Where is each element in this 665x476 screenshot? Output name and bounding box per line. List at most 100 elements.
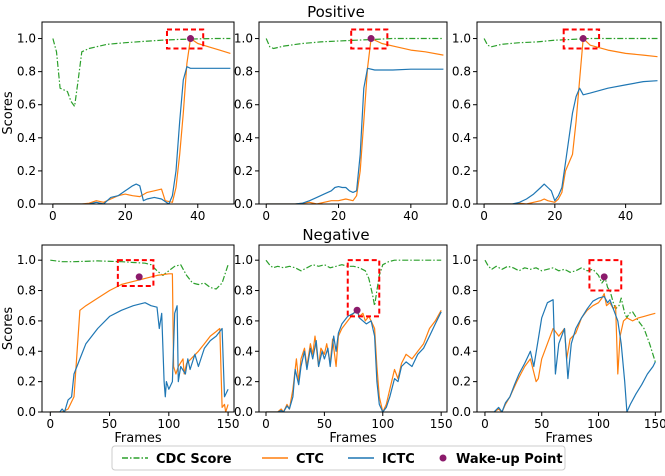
series-group bbox=[483, 37, 658, 204]
x-tick-label: 100 bbox=[157, 417, 180, 431]
x-tick-label: 0 bbox=[481, 417, 489, 431]
series-ctc-line bbox=[484, 37, 658, 204]
x-tick-label: 0 bbox=[49, 209, 57, 223]
y-tick-label: 0.2 bbox=[452, 375, 471, 389]
y-tick-label: 0.6 bbox=[17, 98, 36, 112]
row-title-negative: Negative bbox=[302, 226, 369, 244]
series-group bbox=[50, 259, 229, 412]
x-tick-label: 20 bbox=[118, 209, 133, 223]
x-tick-label: 150 bbox=[217, 417, 240, 431]
y-tick-label: 0.8 bbox=[452, 65, 471, 79]
x-tick-label: 0 bbox=[46, 417, 54, 431]
series-ictc-line bbox=[50, 302, 229, 412]
y-tick-label: 0.2 bbox=[234, 375, 253, 389]
series-ictc-line bbox=[266, 309, 442, 412]
y-tick-label: 0.6 bbox=[452, 314, 471, 328]
y-axis-label: Scores bbox=[1, 91, 16, 134]
x-tick-label: 150 bbox=[430, 417, 453, 431]
subplot-6: 0 50 100 150 0.0 0.2 0.4 0.6 0.8 1.0 Frames bbox=[452, 244, 665, 446]
wake-up-point-marker bbox=[135, 273, 143, 281]
x-tick-label: 40 bbox=[403, 209, 418, 223]
y-tick-label: 0.6 bbox=[452, 98, 471, 112]
y-tick-label: 0.0 bbox=[234, 405, 253, 419]
series-ctc-line bbox=[50, 273, 229, 412]
subplot-3: 0 20 40 0.0 0.2 0.4 0.6 0.8 1.0 bbox=[452, 21, 662, 223]
x-axis-label: Frames bbox=[545, 431, 593, 446]
y-tick-label: 1.0 bbox=[234, 253, 253, 267]
x-axis-label: Frames bbox=[329, 431, 377, 446]
y-tick-label: 1.0 bbox=[234, 32, 253, 46]
y-tick-label: 0.4 bbox=[17, 344, 36, 358]
x-tick-label: 40 bbox=[618, 209, 633, 223]
subplot-5: 0 50 100 150 0.0 0.2 0.4 0.6 0.8 1.0 Frames bbox=[234, 244, 453, 446]
x-tick-label: 50 bbox=[102, 417, 117, 431]
wake-up-point-marker bbox=[367, 35, 375, 43]
series-cdc-line bbox=[265, 37, 444, 50]
x-tick-label: 40 bbox=[190, 209, 205, 223]
y-tick-label: 0.6 bbox=[234, 314, 253, 328]
highlight-box bbox=[350, 28, 389, 50]
series-group bbox=[265, 259, 442, 412]
x-tick-label: 20 bbox=[547, 209, 562, 223]
x-tick-label: 150 bbox=[644, 417, 665, 431]
highlight-box bbox=[346, 259, 381, 318]
series-group bbox=[484, 259, 656, 412]
x-tick-label: 100 bbox=[587, 417, 610, 431]
series-group bbox=[265, 37, 444, 204]
y-tick-label: 0.0 bbox=[17, 405, 36, 419]
legend-frame bbox=[111, 445, 566, 471]
series-ictc-line bbox=[52, 66, 231, 204]
y-tick-label: 0.4 bbox=[17, 131, 36, 145]
series-cdc-line bbox=[50, 259, 229, 290]
y-tick-label: 0.4 bbox=[234, 344, 253, 358]
series-cdc-line bbox=[484, 259, 656, 363]
x-tick-label: 50 bbox=[534, 417, 549, 431]
highlight-box bbox=[116, 259, 155, 287]
series-cdc-line bbox=[483, 37, 658, 48]
x-tick-label: 0 bbox=[480, 209, 488, 223]
legend-swatch-wake bbox=[439, 454, 447, 462]
highlight-box bbox=[165, 28, 205, 50]
series-ctc-line bbox=[52, 37, 231, 204]
y-tick-label: 0.8 bbox=[234, 284, 253, 298]
y-tick-label: 0.2 bbox=[234, 164, 253, 178]
series-ictc-line bbox=[266, 67, 444, 204]
y-tick-label: 0.8 bbox=[17, 284, 36, 298]
y-tick-label: 0.2 bbox=[452, 164, 471, 178]
axes-frame bbox=[258, 21, 448, 205]
axes-frame bbox=[41, 21, 235, 205]
subplot-4: 0 50 100 150 0.0 0.2 0.4 0.6 0.8 1.0 Scores Frames bbox=[1, 244, 240, 446]
y-tick-label: 0.6 bbox=[17, 314, 36, 328]
y-tick-label: 1.0 bbox=[17, 253, 36, 267]
axes-frame bbox=[476, 21, 662, 205]
x-tick-label: 100 bbox=[371, 417, 394, 431]
y-tick-label: 0.0 bbox=[452, 405, 471, 419]
series-ictc-line bbox=[484, 80, 658, 204]
y-tick-label: 0.8 bbox=[17, 65, 36, 79]
y-tick-label: 0.4 bbox=[452, 344, 471, 358]
axes-frame bbox=[258, 244, 448, 413]
y-tick-label: 0.0 bbox=[234, 197, 253, 211]
highlight-box bbox=[562, 28, 601, 50]
subplot-2: 0 20 40 0.0 0.2 0.4 0.6 0.8 1.0 bbox=[234, 21, 448, 223]
legend-label-ictc: ICTC bbox=[382, 452, 415, 467]
x-tick-label: 50 bbox=[317, 417, 332, 431]
series-ctc-line bbox=[485, 293, 656, 412]
y-tick-label: 0.4 bbox=[234, 131, 253, 145]
x-axis-label: Frames bbox=[114, 431, 162, 446]
series-group bbox=[52, 37, 231, 204]
y-tick-label: 0.8 bbox=[234, 65, 253, 79]
series-cdc-line bbox=[52, 37, 231, 107]
wake-up-point-marker bbox=[600, 273, 608, 281]
wake-up-point-marker bbox=[353, 306, 361, 314]
y-tick-label: 0.0 bbox=[452, 197, 471, 211]
series-ictc-line bbox=[485, 296, 656, 412]
series-ctc-line bbox=[266, 308, 442, 412]
subplot-grid: 0 20 40 0.0 0.2 0.4 0.6 0.8 1.0 Scores 0 20 40 0.0 0.2… bbox=[1, 21, 665, 446]
legend-label-cdc: CDC Score bbox=[156, 452, 232, 467]
y-tick-label: 1.0 bbox=[452, 32, 471, 46]
series-ctc-line bbox=[266, 37, 444, 204]
x-tick-label: 0 bbox=[262, 417, 270, 431]
wake-up-point-marker bbox=[579, 35, 587, 43]
